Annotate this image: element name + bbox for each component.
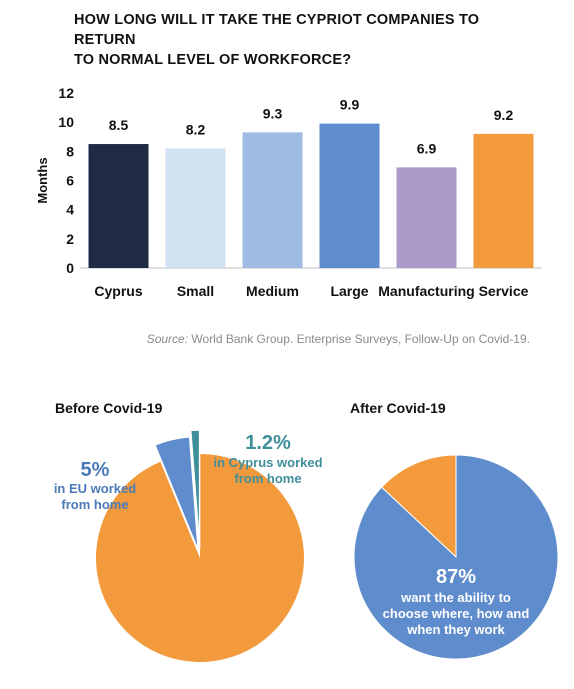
y-tick-label: 10	[58, 114, 74, 130]
pie-after-slice-want-flexibility	[353, 454, 559, 660]
pie-before-cyprus-label: in Cyprus worked	[213, 455, 322, 470]
source-note: Source: World Bank Group. Enterprise Sur…	[147, 332, 530, 346]
x-tick-label: Small	[177, 283, 214, 299]
pie-after-title: After Covid-19	[350, 400, 446, 416]
chart-title-line-1: HOW LONG WILL IT TAKE THE CYPRIOT COMPAN…	[74, 12, 480, 48]
pie-before-eu-label: from home	[61, 497, 128, 512]
y-axis-label: Months	[35, 157, 50, 203]
y-tick-label: 6	[66, 173, 74, 189]
bar-medium	[242, 132, 303, 268]
source-text: World Bank Group. Enterprise Surveys, Fo…	[191, 332, 530, 346]
pie-before-cyprus-pct: 1.2%	[245, 432, 291, 454]
chart-title-line-2: TO NORMAL LEVEL OF WORKFORCE?	[74, 52, 352, 68]
pie-before-cyprus-label: from home	[234, 471, 301, 486]
y-tick-label: 0	[66, 260, 74, 276]
pie-before-slice-eu-group	[153, 435, 200, 553]
bar-small	[165, 148, 226, 268]
x-tick-label: Service	[479, 283, 529, 299]
pie-before-eu-label: in EU worked	[54, 481, 136, 496]
bar-cyprus	[88, 144, 149, 268]
source-label: Source:	[146, 332, 189, 346]
chart-title: HOW LONG WILL IT TAKE THE CYPRIOT COMPAN…	[74, 10, 544, 70]
pie-after-label: want the ability to	[400, 590, 511, 605]
pie-after-slice-other	[380, 454, 457, 559]
data-label: 9.9	[340, 97, 360, 113]
y-tick-label: 4	[66, 202, 74, 218]
pie-before-eu-pct: 5%	[81, 459, 110, 481]
pie-before-slice-other	[96, 454, 305, 662]
data-label: 9.2	[494, 107, 514, 123]
pie-before-slice-eu	[153, 435, 200, 553]
data-label: 6.9	[417, 140, 437, 156]
x-tick-label: Cyprus	[94, 283, 142, 299]
bar-manufacturing	[396, 167, 457, 268]
y-tick-label: 8	[66, 143, 74, 159]
x-tick-label: Medium	[246, 283, 299, 299]
data-label: 8.2	[186, 121, 206, 137]
bar-service	[473, 133, 534, 268]
data-label: 9.3	[263, 105, 283, 121]
y-tick-label: 12	[58, 85, 74, 101]
pie-after-label: when they work	[406, 622, 505, 637]
data-label: 8.5	[109, 117, 129, 133]
pie-after-pct: 87%	[436, 566, 476, 588]
bar-chart: 0 2 4 6 8 10 12 Months 8.5 Cyprus 8.2 Small 9.3 Mediu…	[35, 85, 542, 299]
x-tick-label: Large	[330, 283, 368, 299]
pie-before-slice-cyprus	[189, 429, 201, 549]
pie-before-title: Before Covid-19	[55, 400, 163, 416]
y-tick-label: 2	[66, 231, 74, 247]
bar-large	[319, 123, 380, 268]
pie-after-label: choose where, how and	[383, 606, 530, 621]
pie-before-slice-cyprus-group	[189, 429, 201, 549]
x-tick-label: Manufacturing	[378, 283, 474, 299]
